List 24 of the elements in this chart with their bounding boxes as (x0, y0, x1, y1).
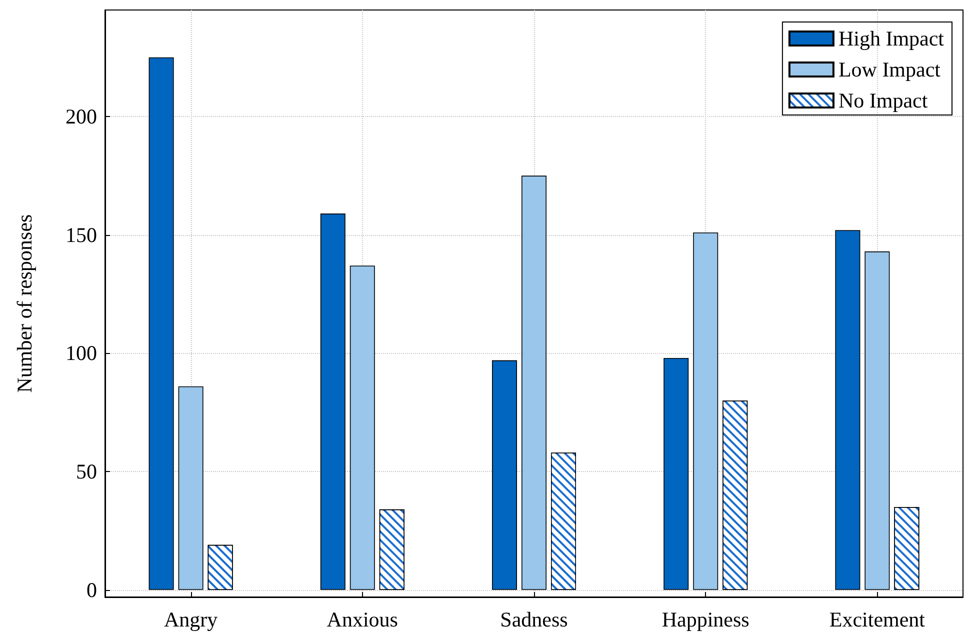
y-tick-label: 0 (86, 578, 97, 602)
y-tick-label: 150 (66, 222, 97, 247)
y-tick-label: 100 (66, 341, 97, 366)
bar (835, 230, 860, 590)
x-tick-label: Happiness (662, 608, 750, 632)
bar (350, 266, 375, 590)
bar (148, 57, 174, 590)
bar (178, 386, 204, 590)
legend-label: No Impact (838, 88, 928, 112)
bar (664, 358, 689, 590)
legend-label: Low Impact (838, 58, 941, 82)
bar (522, 176, 546, 590)
bar (492, 360, 517, 590)
y-tick-label: 200 (66, 104, 97, 129)
bar (693, 232, 718, 590)
x-tick-label: Sadness (500, 608, 568, 632)
x-tick-label: Excitement (829, 608, 926, 632)
bar (864, 251, 890, 590)
legend-label: High Impact (838, 26, 944, 50)
x-tick-label: Anxious (326, 608, 398, 632)
y-tick-label: 50 (76, 460, 97, 484)
bar (320, 214, 346, 590)
x-tick-label: Angry (164, 608, 218, 632)
y-axis-title: Number of responses (12, 214, 36, 393)
